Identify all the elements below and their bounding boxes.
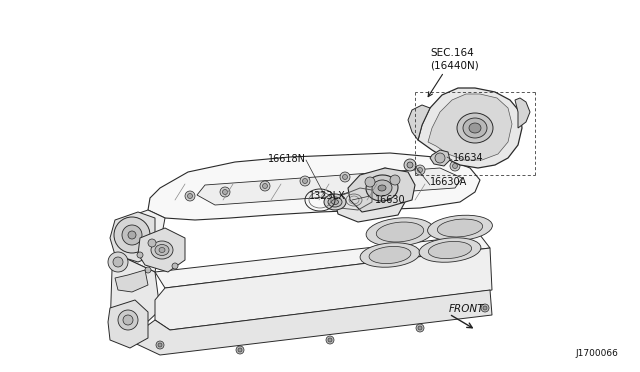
Circle shape bbox=[114, 217, 150, 253]
Ellipse shape bbox=[469, 123, 481, 133]
Circle shape bbox=[223, 189, 227, 195]
Polygon shape bbox=[115, 270, 148, 292]
Circle shape bbox=[260, 181, 270, 191]
Ellipse shape bbox=[151, 241, 173, 259]
Ellipse shape bbox=[372, 180, 392, 196]
Circle shape bbox=[380, 168, 390, 178]
Ellipse shape bbox=[457, 113, 493, 143]
Text: 1323LX: 1323LX bbox=[309, 191, 346, 201]
Circle shape bbox=[383, 170, 387, 176]
Ellipse shape bbox=[376, 222, 424, 242]
Ellipse shape bbox=[332, 199, 339, 205]
Polygon shape bbox=[125, 210, 165, 272]
Circle shape bbox=[340, 172, 350, 182]
Polygon shape bbox=[155, 235, 490, 288]
Ellipse shape bbox=[369, 246, 411, 264]
Polygon shape bbox=[335, 185, 405, 222]
Circle shape bbox=[113, 257, 123, 267]
Text: SEC.164: SEC.164 bbox=[430, 48, 474, 58]
Circle shape bbox=[417, 167, 422, 173]
Circle shape bbox=[172, 263, 178, 269]
Circle shape bbox=[404, 159, 416, 171]
Text: 16630: 16630 bbox=[375, 195, 406, 205]
Circle shape bbox=[158, 343, 162, 347]
Polygon shape bbox=[197, 168, 462, 205]
Ellipse shape bbox=[428, 241, 472, 259]
Text: J1700066: J1700066 bbox=[575, 349, 618, 358]
Ellipse shape bbox=[419, 238, 481, 262]
Circle shape bbox=[418, 326, 422, 330]
Polygon shape bbox=[515, 98, 530, 128]
Circle shape bbox=[390, 175, 400, 185]
Circle shape bbox=[365, 177, 375, 187]
Ellipse shape bbox=[159, 247, 165, 253]
Polygon shape bbox=[128, 290, 492, 355]
Circle shape bbox=[481, 304, 489, 312]
Ellipse shape bbox=[366, 218, 434, 246]
Circle shape bbox=[326, 336, 334, 344]
Polygon shape bbox=[430, 150, 450, 166]
Polygon shape bbox=[408, 105, 430, 140]
Circle shape bbox=[342, 174, 348, 180]
Circle shape bbox=[415, 165, 425, 175]
Circle shape bbox=[220, 187, 230, 197]
Circle shape bbox=[137, 252, 143, 258]
Text: 16630A: 16630A bbox=[430, 177, 467, 187]
Text: 16634: 16634 bbox=[453, 153, 484, 163]
Ellipse shape bbox=[324, 194, 346, 210]
Circle shape bbox=[435, 153, 445, 163]
Text: FRONT: FRONT bbox=[449, 304, 484, 314]
Text: (16440N): (16440N) bbox=[430, 60, 479, 70]
Circle shape bbox=[123, 315, 133, 325]
Ellipse shape bbox=[428, 215, 492, 241]
Circle shape bbox=[262, 183, 268, 189]
Polygon shape bbox=[108, 300, 148, 348]
Circle shape bbox=[300, 176, 310, 186]
Circle shape bbox=[483, 306, 487, 310]
Circle shape bbox=[156, 341, 164, 349]
Circle shape bbox=[118, 310, 138, 330]
Circle shape bbox=[328, 338, 332, 342]
Circle shape bbox=[407, 162, 413, 168]
Circle shape bbox=[236, 346, 244, 354]
Ellipse shape bbox=[155, 244, 169, 256]
Text: 16618N: 16618N bbox=[268, 154, 306, 164]
Circle shape bbox=[450, 161, 460, 171]
Circle shape bbox=[238, 348, 242, 352]
Ellipse shape bbox=[360, 243, 420, 267]
Polygon shape bbox=[110, 212, 155, 262]
Circle shape bbox=[185, 191, 195, 201]
Ellipse shape bbox=[437, 219, 483, 237]
Polygon shape bbox=[348, 168, 415, 212]
Polygon shape bbox=[428, 94, 512, 160]
Circle shape bbox=[452, 164, 458, 169]
Ellipse shape bbox=[463, 118, 487, 138]
Circle shape bbox=[122, 225, 142, 245]
Polygon shape bbox=[138, 228, 185, 272]
Circle shape bbox=[303, 179, 307, 183]
Circle shape bbox=[188, 193, 193, 199]
Circle shape bbox=[148, 239, 156, 247]
Circle shape bbox=[145, 267, 151, 273]
Polygon shape bbox=[418, 88, 522, 168]
Ellipse shape bbox=[366, 175, 398, 201]
Circle shape bbox=[128, 231, 136, 239]
Polygon shape bbox=[148, 153, 480, 220]
Circle shape bbox=[108, 252, 128, 272]
Polygon shape bbox=[110, 258, 160, 340]
Circle shape bbox=[416, 324, 424, 332]
Ellipse shape bbox=[378, 185, 386, 191]
Polygon shape bbox=[155, 248, 492, 330]
Ellipse shape bbox=[328, 197, 342, 207]
